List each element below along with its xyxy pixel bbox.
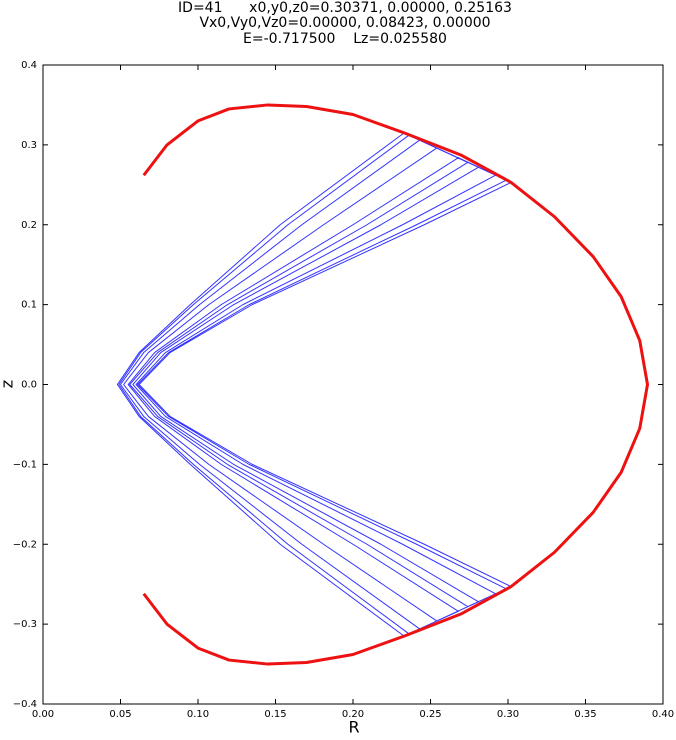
chart-title: E=-0.717500 Lz=0.025580 <box>243 31 447 47</box>
chart-title: ID=41 x0,y0,z0=0.30371, 0.00000, 0.25163 <box>178 0 512 16</box>
y-tick-label: −0.2 <box>13 539 37 550</box>
x-tick-label: 0.05 <box>109 709 131 720</box>
y-tick-label: −0.3 <box>13 619 37 630</box>
x-tick-label: 0.15 <box>264 709 286 720</box>
x-tick-label: 0.10 <box>187 709 209 720</box>
x-tick-label: 0.40 <box>652 709 674 720</box>
x-tick-label: 0.25 <box>419 709 441 720</box>
x-tick-label: 0.20 <box>342 709 364 720</box>
y-tick-label: 0.3 <box>21 140 37 151</box>
x-tick-label: 0.00 <box>32 709 54 720</box>
orbit-line <box>116 132 512 637</box>
y-tick-label: 0.0 <box>21 380 37 391</box>
x-tick-label: 0.35 <box>574 709 596 720</box>
x-tick-label: 0.30 <box>497 709 519 720</box>
y-tick-label: 0.1 <box>21 300 37 311</box>
y-tick-label: 0.4 <box>21 60 37 71</box>
y-tick-label: −0.1 <box>13 459 37 470</box>
x-axis-label: R <box>348 718 359 737</box>
y-tick-label: 0.2 <box>21 220 37 231</box>
chart-title: Vx0,Vy0,Vz0=0.00000, 0.08423, 0.00000 <box>199 15 490 31</box>
y-axis-label: z <box>0 380 17 388</box>
orbit-line <box>142 103 649 666</box>
y-tick-label: −0.4 <box>13 699 37 710</box>
